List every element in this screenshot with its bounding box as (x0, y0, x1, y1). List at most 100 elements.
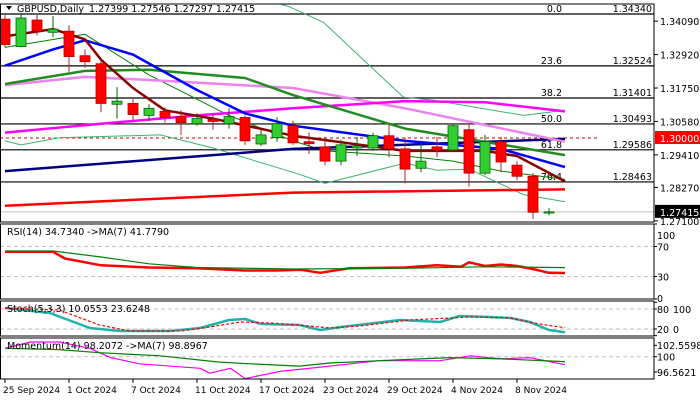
x-tick-label: 8 Nov 2024 (515, 386, 567, 396)
indicator-y-tick-label: 100 (657, 353, 675, 364)
price-pane: 0.0 1.34340 23.6 1.32524 38.2 1.31401 50.0 1.30… (0, 3, 655, 223)
bearish-candle (95, 59, 107, 113)
candle-body (383, 135, 395, 150)
x-tick-label: 25 Sep 2024 (3, 386, 60, 396)
bullish-candle (543, 208, 555, 216)
x-tick-label: 11 Oct 2024 (195, 386, 251, 396)
moving-average-line (4, 75, 566, 143)
bearish-candle (79, 49, 91, 68)
candle-body (175, 116, 187, 123)
pane-border (0, 337, 655, 380)
indicator-y-tick-label: 70 (657, 243, 669, 254)
candle-body (303, 141, 315, 145)
candle-body (463, 129, 475, 174)
x-tick-label: 17 Oct 2024 (259, 386, 315, 396)
y-tick-label: 1.34090 (660, 17, 699, 28)
moving-average-line (4, 99, 566, 134)
indicator-y-tick-label: 102.5598 (657, 341, 700, 352)
pane-border (0, 300, 655, 337)
indicator-y-tick-label: 100 (673, 305, 691, 316)
bearish-candle (495, 136, 507, 173)
candle-body (271, 123, 283, 139)
pane-border (0, 3, 655, 223)
bearish-candle (399, 137, 411, 184)
current-price-box (655, 204, 700, 218)
level-price-label: 1.30000 (660, 134, 699, 145)
candle-body (367, 135, 379, 149)
bullish-candle (255, 129, 267, 146)
x-tick-label: 23 Oct 2024 (323, 386, 379, 396)
band-line (278, 4, 566, 116)
dropdown-triangle-icon[interactable] (6, 6, 12, 10)
candle-body (127, 103, 139, 115)
indicator-y-tick-label: 100 (657, 231, 675, 242)
candle-body (287, 125, 299, 144)
pane-content (0, 246, 654, 277)
bullish-candle (191, 113, 203, 126)
candle-body (319, 146, 331, 162)
band-line (4, 134, 566, 203)
fib-ratio-label: 0.0 (547, 4, 562, 15)
bearish-candle (127, 99, 139, 121)
candle-body (223, 116, 235, 125)
candle-body (351, 145, 363, 149)
current-price-label: 1.27415 (660, 208, 699, 219)
candle-body (335, 144, 347, 162)
indicator-line (4, 307, 566, 332)
bullish-candle (367, 132, 379, 151)
candle-body (479, 141, 491, 174)
candle-body (79, 55, 91, 63)
x-tick-label: 1 Oct 2024 (67, 386, 117, 396)
indicator-y-tick-label: 30 (657, 273, 669, 284)
pane-content (0, 306, 654, 334)
indicator-title: Stoch(5,3,3) 10.0553 23.6248 (7, 304, 150, 315)
ohlc-label: 1.27399 1.27546 1.27297 1.27415 (89, 4, 255, 15)
indicator-y-tick-label: 80 (657, 305, 669, 316)
bearish-candle (303, 132, 315, 154)
y-tick-label: 1.30580 (660, 117, 699, 128)
indicator-y-tick-label: 0 (673, 325, 679, 336)
symbol-label: GBPUSD,Daily (17, 4, 84, 15)
candle-body (0, 18, 11, 45)
candle-body (111, 100, 123, 105)
candle-body (543, 211, 555, 214)
x-tick-label: 4 Nov 2024 (451, 386, 503, 396)
candle-body (495, 141, 507, 163)
bearish-candle (0, 15, 11, 48)
candle-body (447, 125, 459, 151)
bearish-candle (207, 114, 219, 130)
indicator-y-tick-label: 20 (657, 325, 669, 336)
bullish-candle (479, 134, 491, 176)
y-tick-label: 1.29410 (660, 151, 699, 162)
indicator-title: Momentum(14) 98.2072 ->MA(7) 98.8967 (7, 341, 208, 352)
bullish-candle (351, 136, 363, 156)
bearish-candle (175, 110, 187, 135)
bullish-candle (223, 108, 235, 129)
fib-price-label: 1.34340 (613, 4, 652, 15)
bearish-candle (159, 107, 171, 123)
candle-body (191, 118, 203, 125)
bearish-candle (527, 173, 539, 219)
bearish-candle (63, 25, 75, 72)
bullish-candle (335, 139, 347, 166)
candle-body (159, 111, 171, 118)
bearish-candle (431, 136, 443, 158)
y-tick-label: 1.31750 (660, 84, 699, 95)
candle-body (15, 17, 27, 47)
y-tick-label: 1.28270 (660, 183, 699, 194)
bullish-candle (47, 16, 59, 38)
candle-body (95, 63, 107, 104)
bullish-candle (271, 117, 283, 142)
moving-average-line (4, 188, 566, 207)
fib-ratio-label: 50.0 (541, 114, 562, 125)
fib-ratio-label: 38.2 (541, 88, 562, 99)
fib-price-label: 1.30493 (613, 114, 652, 125)
candle-body (239, 117, 251, 142)
bearish-candle (31, 15, 43, 36)
stochastic-pane: Stoch(5,3,3) 10.0553 23.6248 (0, 300, 655, 337)
moving-average-line (4, 68, 566, 157)
indicator-line (5, 250, 566, 270)
indicator-line (4, 347, 566, 367)
bullish-candle (447, 123, 459, 151)
